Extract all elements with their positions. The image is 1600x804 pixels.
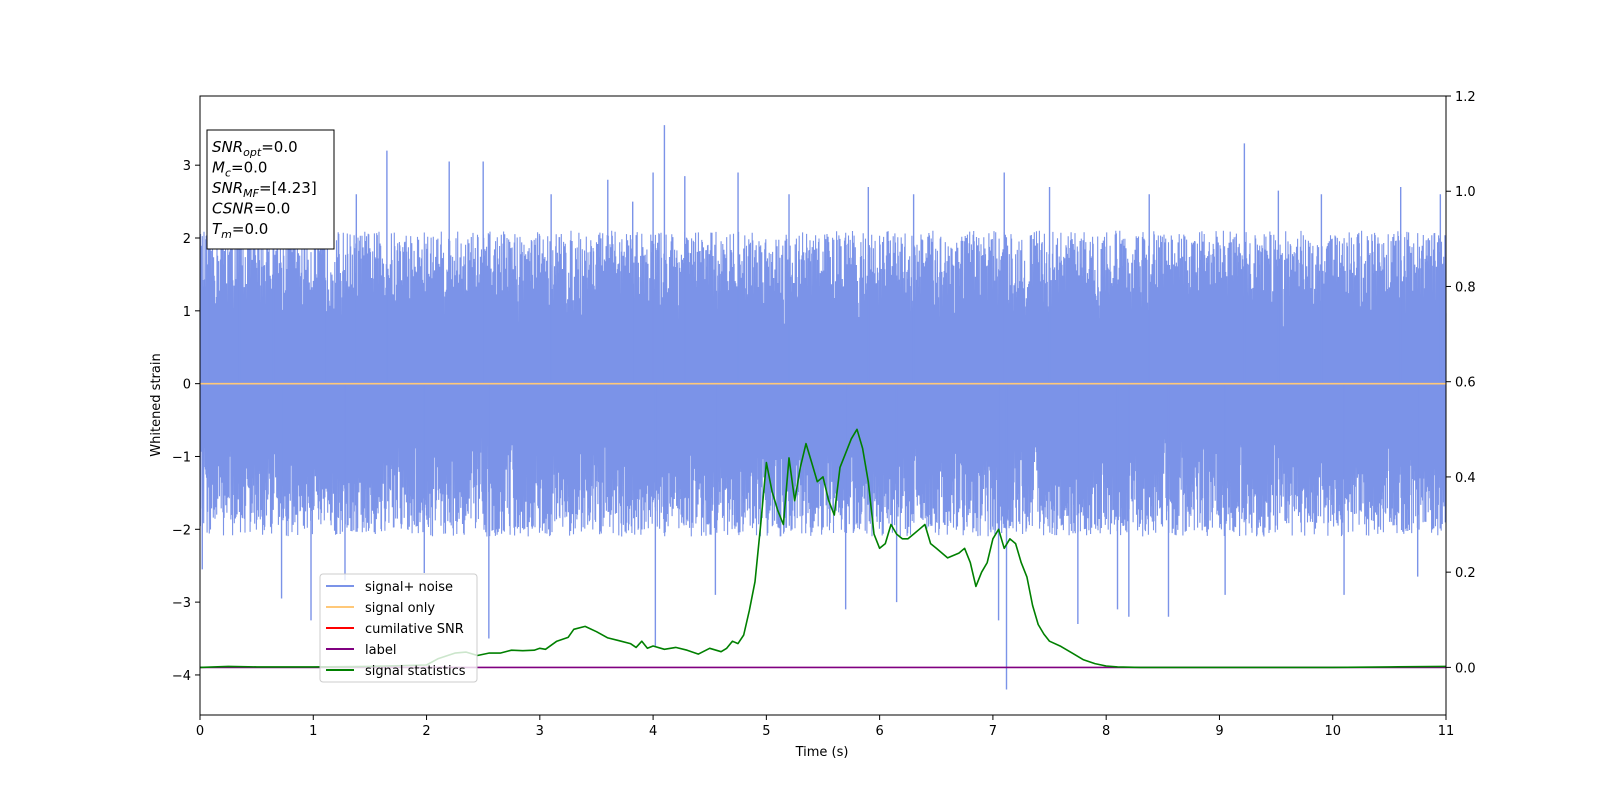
- x-tick-label-3: 3: [536, 724, 544, 739]
- y2-tick-label-6: 1.2: [1455, 90, 1476, 105]
- x-tick-label-1: 1: [309, 724, 317, 739]
- x-tick-label-11: 11: [1438, 724, 1455, 739]
- y-tick-label-6: 2: [183, 232, 191, 247]
- stats-name: SNR: [212, 138, 243, 156]
- x-tick-label-5: 5: [762, 724, 770, 739]
- y-tick-label-2: −2: [172, 523, 191, 538]
- stats-line-2: SNRMF=[4.23]: [212, 179, 317, 200]
- stats-box: SNRopt=0.0Mc=0.0SNRMF=[4.23]CSNR=0.0Tm=0…: [206, 129, 335, 250]
- stats-name: T: [212, 220, 223, 238]
- y-tick-label-3: −1: [172, 450, 191, 465]
- y-tick-label-5: 1: [183, 305, 191, 320]
- stats-line-4: Tm=0.0: [212, 220, 268, 241]
- stats-name: CSNR: [212, 200, 254, 218]
- stats-subscript: opt: [243, 146, 262, 159]
- y-tick-label-7: 3: [183, 159, 191, 174]
- x-axis-title: Time (s): [795, 745, 849, 760]
- stats-name: M: [212, 159, 225, 177]
- x-tick-label-6: 6: [875, 724, 883, 739]
- series-signal-statistics: [199, 428, 1447, 669]
- y2-tick-label-0: 0.0: [1455, 661, 1476, 676]
- x-tick-label-10: 10: [1324, 724, 1341, 739]
- legend-label-4: signal statistics: [365, 664, 466, 679]
- x-tick-label-2: 2: [422, 724, 430, 739]
- ticks-layer: 0 1 2 3 4 5 6 7 8 9 10 11 −4 −3 −2 −1 0 1 2 3 0.0 0.2 0.4 0.6 0.…: [172, 90, 1476, 739]
- y2-tick-label-3: 0.6: [1455, 376, 1476, 391]
- stats-subscript: m: [221, 228, 232, 241]
- x-tick-label-7: 7: [989, 724, 997, 739]
- y-tick-label-0: −4: [172, 669, 191, 684]
- y2-tick-label-4: 0.8: [1455, 280, 1476, 295]
- legend-frame: [319, 573, 478, 683]
- stats-line-1: Mc=0.0: [212, 159, 267, 180]
- y2-tick-label-5: 1.0: [1455, 185, 1476, 200]
- y-tick-label-4: 0: [183, 378, 191, 393]
- plot-frame: [199, 95, 1447, 716]
- stats-subscript: c: [225, 167, 231, 180]
- stats-value: =0.0: [232, 220, 268, 238]
- y-axis-title: Whitened strain: [149, 353, 164, 456]
- stats-box-frame: [206, 129, 335, 250]
- y2-tick-label-2: 0.4: [1455, 471, 1476, 486]
- stats-subscript: MF: [243, 187, 259, 200]
- legend-label-2: cumilative SNR: [365, 622, 464, 637]
- legend-label-1: signal only: [365, 601, 435, 616]
- series-signal-noise-band: [199, 230, 1447, 537]
- stats-value: =0.0: [254, 200, 290, 218]
- stats-value: =0.0: [231, 159, 267, 177]
- y2-tick-label-1: 0.2: [1455, 566, 1476, 581]
- legend: signal+ noise signal only cumilative SNR la…: [319, 573, 478, 683]
- stats-value: =0.0: [261, 138, 297, 156]
- x-tick-label-4: 4: [649, 724, 657, 739]
- x-tick-label-0: 0: [196, 724, 204, 739]
- stats-name: SNR: [212, 179, 243, 197]
- stats-value: =[4.23]: [259, 179, 317, 197]
- y-tick-label-1: −3: [172, 596, 191, 611]
- legend-label-0: signal+ noise: [365, 580, 453, 595]
- stats-line-3: CSNR=0.0: [212, 200, 290, 218]
- legend-label-3: label: [365, 643, 396, 658]
- x-tick-label-8: 8: [1102, 724, 1110, 739]
- stats-line-0: SNRopt=0.0: [212, 138, 298, 159]
- x-tick-label-9: 9: [1215, 724, 1223, 739]
- noise-layer: [199, 125, 1447, 690]
